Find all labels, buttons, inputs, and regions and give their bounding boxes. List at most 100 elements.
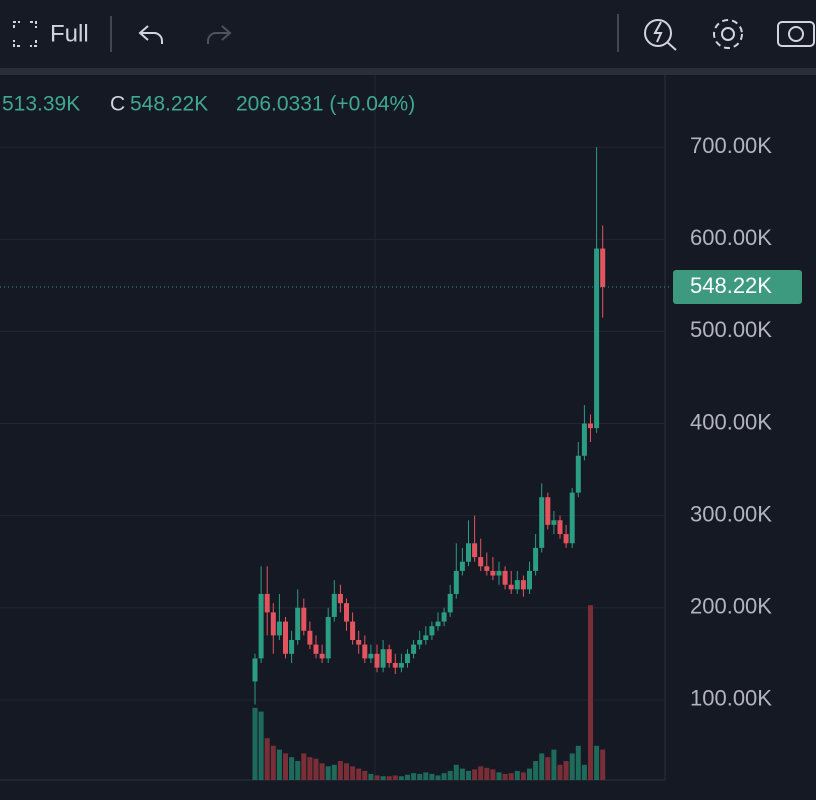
y-tick-label: 100.00K	[690, 686, 772, 711]
volume-bar	[447, 770, 453, 780]
volume-bar	[508, 773, 514, 780]
candle-body	[405, 653, 410, 664]
candle-body	[392, 663, 398, 668]
candle-body	[350, 621, 356, 640]
candle-body	[453, 570, 459, 594]
volume-bar	[405, 774, 410, 780]
candle-body	[569, 492, 575, 544]
volume-bar	[472, 769, 478, 780]
volume-bar	[344, 763, 349, 780]
volume-bar	[563, 761, 569, 780]
volume-bar	[569, 753, 575, 780]
candle-body	[289, 639, 295, 654]
last-price-tag	[673, 270, 802, 305]
volume-bar	[600, 749, 606, 780]
candle-body	[319, 653, 325, 659]
last-price-label: 548.22K	[690, 273, 772, 298]
undo-icon[interactable]	[138, 25, 163, 44]
candle-body	[264, 593, 270, 613]
volume-bar	[502, 773, 508, 780]
volume-bar	[459, 768, 465, 780]
volume-bar	[276, 749, 282, 780]
candle-body	[331, 593, 337, 617]
candle-body	[411, 644, 417, 654]
volume-bar	[411, 773, 417, 780]
y-tick-label: 300.00K	[690, 501, 772, 526]
candle-body	[600, 248, 606, 288]
candle-body	[398, 663, 404, 668]
volume-bar	[289, 757, 295, 780]
candle-body	[270, 612, 276, 636]
volume-bar	[295, 761, 301, 780]
candle-body	[472, 543, 478, 558]
close-value: 548.22K	[130, 93, 208, 116]
volume-bar	[514, 770, 520, 780]
settings-icon[interactable]	[713, 19, 743, 49]
volume-bar	[575, 745, 581, 780]
volume-bar	[368, 773, 374, 780]
candle-body	[575, 455, 581, 493]
candle-body	[313, 644, 319, 654]
redo-icon[interactable]	[207, 25, 232, 44]
volume-bar	[307, 757, 313, 780]
volume-bar	[392, 775, 398, 780]
volume-bar	[466, 770, 471, 780]
candle-body	[533, 547, 539, 571]
candle-body	[466, 543, 471, 562]
volume-bar	[527, 768, 532, 780]
snapshot-icon[interactable]	[777, 21, 815, 47]
toolbar	[0, 0, 816, 68]
candle-body	[441, 612, 447, 622]
candle-body	[258, 593, 264, 659]
volume-bar	[325, 766, 331, 780]
volume-bar	[478, 766, 484, 780]
volume-bar	[594, 745, 600, 780]
full-button[interactable]: Full	[50, 20, 89, 47]
volume-bar	[533, 761, 539, 780]
candle-body	[447, 593, 453, 613]
volume-bar	[490, 769, 496, 780]
volume-bar	[398, 776, 404, 780]
volume-bar	[423, 772, 429, 780]
low-value: 513.39K	[2, 93, 80, 116]
volume-bar	[453, 764, 459, 780]
volume-bar	[581, 764, 587, 780]
candle-body	[252, 658, 258, 682]
candle-body	[527, 570, 532, 590]
candle-body	[362, 644, 368, 659]
volume-bar	[435, 775, 441, 780]
y-tick-label: 500.00K	[690, 317, 772, 342]
volume-bar	[539, 753, 545, 780]
alert-icon[interactable]	[644, 19, 677, 51]
volume-bar	[557, 764, 563, 780]
volume-bar	[545, 757, 551, 780]
volume-bar	[319, 763, 325, 780]
candle-body	[423, 635, 429, 640]
close-letter: C	[110, 93, 125, 116]
volume-bar	[551, 749, 557, 780]
volume-bar	[301, 753, 307, 780]
volume-bar	[258, 711, 264, 780]
candle-body	[380, 649, 386, 668]
volume-bar	[484, 767, 490, 780]
candle-body	[276, 621, 282, 636]
candle-body	[301, 607, 307, 631]
volume-bar	[588, 605, 593, 780]
volume-bar	[252, 707, 258, 780]
volume-bar	[337, 761, 343, 780]
candle-body	[368, 653, 374, 659]
candle-body	[563, 534, 569, 544]
fullscreen-icon[interactable]	[13, 21, 37, 47]
candle-body	[551, 520, 557, 525]
candle-body	[514, 580, 520, 590]
candle-body	[325, 616, 331, 659]
volume-bar	[429, 773, 435, 780]
volume-bar	[441, 773, 447, 780]
candle-body	[490, 570, 496, 576]
candle-body	[295, 607, 301, 640]
volume-bar	[496, 772, 502, 780]
volume-bar	[264, 738, 270, 780]
